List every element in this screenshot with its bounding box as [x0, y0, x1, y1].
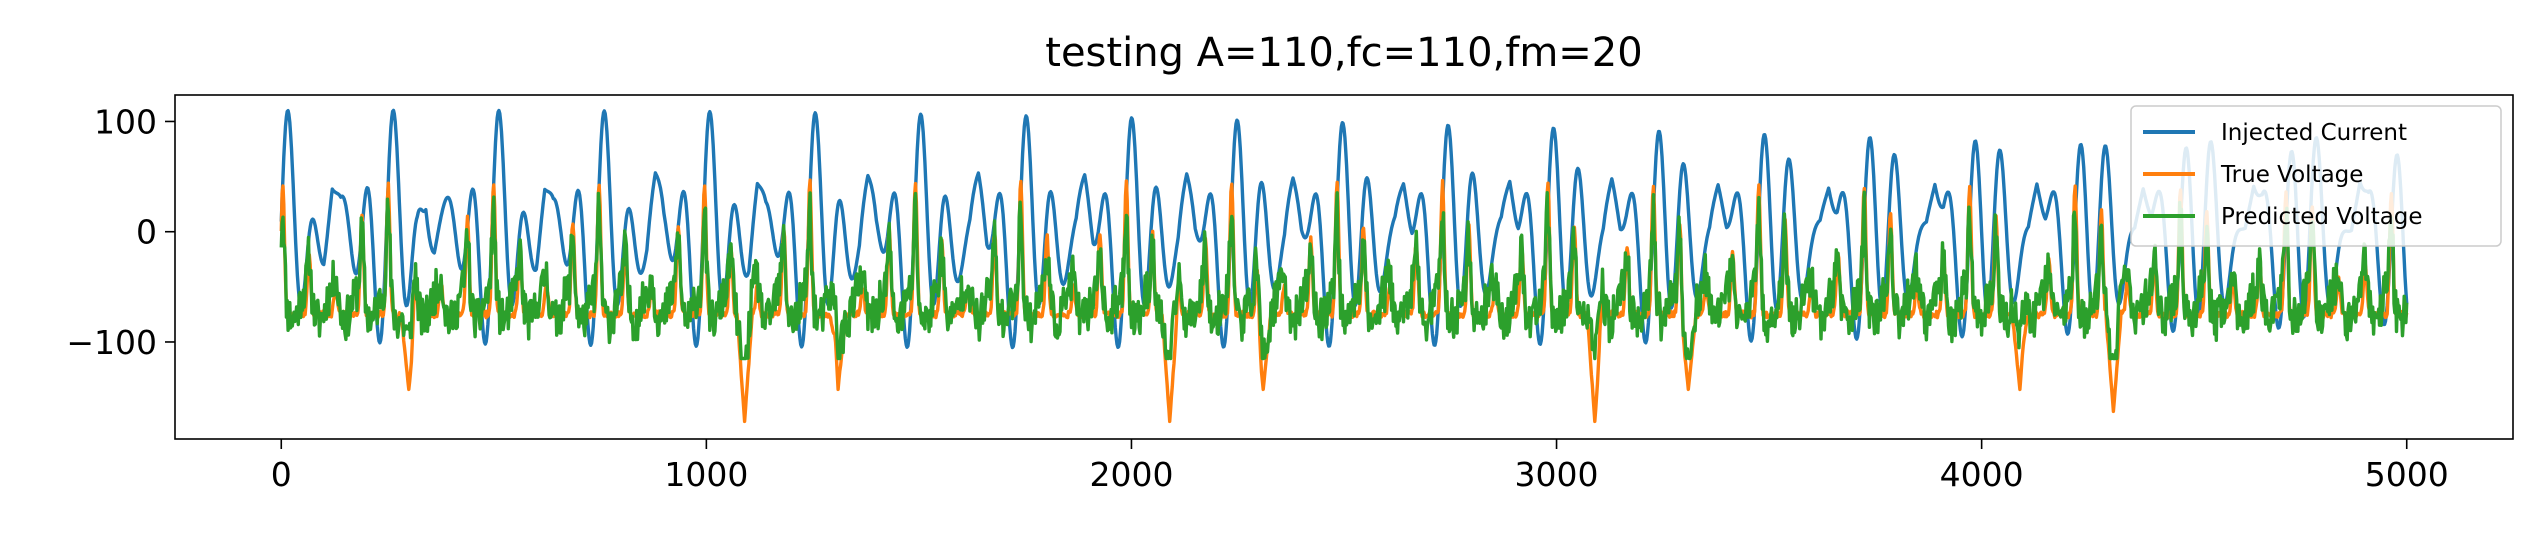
- y-tick-label: 0: [136, 213, 157, 252]
- x-tick-label: 2000: [1089, 455, 1173, 494]
- chart-title: testing A=110,fc=110,fm=20: [1045, 30, 1642, 76]
- x-tick-label: 0: [271, 455, 292, 494]
- legend-label: Injected Current: [2221, 120, 2407, 146]
- legend-box: [2130, 105, 2502, 247]
- legend-label: True Voltage: [2220, 162, 2363, 188]
- x-tick-label: 1000: [664, 455, 748, 494]
- y-axis: 100 0 −100: [66, 102, 175, 362]
- series-line-injected-current: [279, 108, 2409, 350]
- legend-label: Predicted Voltage: [2221, 204, 2423, 230]
- x-tick-label: 4000: [1940, 455, 2024, 494]
- plot-frame: [174, 94, 2514, 440]
- series-line-predicted-voltage: [279, 190, 2409, 361]
- series-layer: [279, 108, 2409, 424]
- legend: Injected Current True Voltage Predicted Vo…: [2130, 105, 2502, 247]
- y-tick-label: −100: [66, 323, 157, 362]
- x-axis: 0 1000 2000 3000 4000 5000: [271, 439, 2449, 494]
- x-tick-label: 3000: [1515, 455, 1599, 494]
- x-tick-label: 5000: [2365, 455, 2449, 494]
- y-tick-label: 100: [94, 102, 157, 141]
